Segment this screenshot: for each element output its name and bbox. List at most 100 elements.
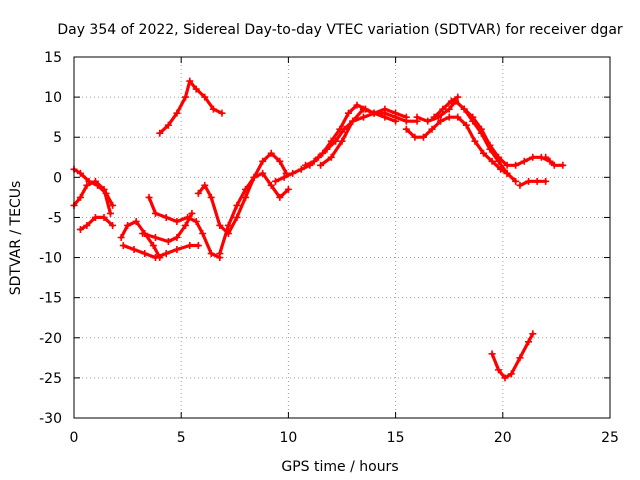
data-point: [124, 221, 132, 229]
series-arc-7: [139, 209, 196, 246]
data-point: [173, 217, 181, 225]
data-point: [259, 157, 267, 165]
data-point: [224, 221, 232, 229]
series-arc-16: [430, 93, 462, 121]
data-point: [488, 350, 496, 358]
data-point: [76, 169, 84, 177]
data-point: [454, 93, 462, 101]
series-arc-14: [402, 113, 511, 177]
series-line: [273, 111, 419, 183]
data-point: [76, 225, 84, 233]
data-point: [186, 77, 194, 85]
data-point: [327, 137, 335, 145]
data-point: [370, 109, 378, 117]
y-tick-label: 0: [53, 170, 62, 186]
data-point: [381, 113, 389, 121]
series-arc-13: [317, 105, 400, 169]
data-point: [83, 181, 91, 189]
data-point: [477, 125, 485, 133]
data-point: [151, 209, 159, 217]
data-point: [402, 125, 410, 133]
data-point: [344, 109, 352, 117]
data-point: [503, 161, 511, 169]
data-point: [516, 181, 524, 189]
y-tick-label: -30: [39, 411, 62, 427]
data-point: [250, 173, 258, 181]
data-point: [507, 370, 515, 378]
series-arc-20: [488, 330, 537, 382]
data-point: [276, 193, 284, 201]
y-tick-label: -20: [39, 331, 62, 347]
data-point: [359, 105, 367, 113]
data-point: [445, 113, 453, 121]
data-point: [207, 250, 215, 258]
data-point: [218, 109, 226, 117]
data-point: [276, 157, 284, 165]
data-point: [525, 177, 533, 185]
data-point: [525, 338, 533, 346]
data-point: [199, 229, 207, 237]
data-point: [102, 189, 110, 197]
data-point: [181, 221, 189, 229]
data-point: [495, 153, 503, 161]
data-point: [439, 105, 447, 113]
data-point: [233, 201, 241, 209]
data-point: [207, 193, 215, 201]
data-point: [529, 330, 537, 338]
x-tick-label: 20: [494, 430, 512, 446]
data-point: [419, 133, 427, 141]
data-point: [402, 113, 410, 121]
data-point: [117, 234, 125, 241]
data-point: [151, 254, 159, 262]
data-point: [141, 250, 149, 258]
axis-ticks: 0 5 10 15 20 25 15 10 5 0 -5 -10 -15 -20 -25 -30: [39, 50, 619, 446]
x-tick-label: 0: [70, 430, 79, 446]
data-point: [242, 185, 250, 193]
data-point: [216, 250, 224, 258]
y-tick-label: 5: [53, 130, 62, 146]
data-point: [392, 109, 400, 117]
data-point: [188, 209, 196, 217]
data-point: [145, 193, 153, 201]
series-arc-10: [216, 169, 292, 258]
x-axis-label: GPS time / hours: [281, 459, 398, 475]
data-point: [194, 242, 202, 250]
data-point: [151, 234, 159, 241]
data-point: [100, 213, 108, 221]
data-point: [139, 229, 147, 237]
series-arc-19: [542, 153, 567, 169]
data-point: [327, 153, 335, 161]
data-point: [284, 185, 292, 193]
data-point: [302, 161, 310, 169]
data-point: [209, 105, 217, 113]
data-point: [106, 209, 114, 217]
data-point: [447, 97, 455, 105]
x-tick-label: 5: [177, 430, 186, 446]
data-point: [520, 157, 528, 165]
data-point: [542, 177, 550, 185]
data-point: [109, 201, 117, 209]
data-point: [91, 213, 99, 221]
data-point: [428, 125, 436, 133]
data-point: [186, 242, 194, 250]
series-arc-18: [516, 177, 550, 189]
data-point: [173, 109, 181, 117]
series-line: [518, 179, 548, 187]
x-tick-label: 15: [387, 430, 405, 446]
data-point: [495, 366, 503, 374]
data-point: [501, 374, 509, 382]
y-tick-label: 15: [44, 50, 62, 66]
data-point: [280, 173, 288, 181]
data-point: [162, 213, 170, 221]
data-point: [424, 117, 432, 125]
y-tick-label: -25: [39, 371, 62, 387]
data-point: [471, 137, 479, 145]
data-point: [359, 113, 367, 121]
data-point: [413, 113, 421, 121]
data-point: [85, 177, 93, 185]
data-point: [533, 177, 541, 185]
data-point: [445, 105, 453, 113]
series-arc-8: [156, 77, 226, 137]
data-point: [130, 246, 138, 254]
